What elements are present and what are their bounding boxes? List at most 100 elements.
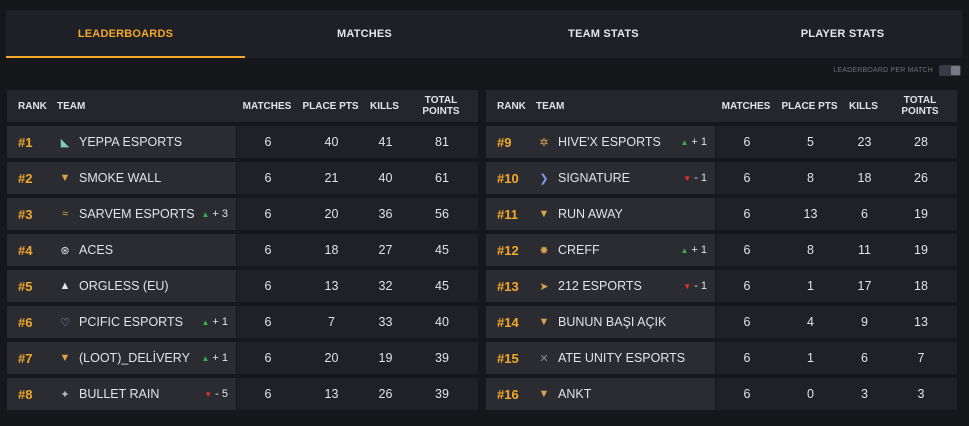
tab-bar: LEADERBOARDS MATCHES TEAM STATS PLAYER S… [6,10,962,58]
table-row[interactable]: #8 ✦ BULLET RAIN ▼ - 5 6 13 26 39 [7,378,478,410]
total-points-cell: 40 [435,315,449,329]
total-points-cell: 7 [917,351,925,365]
kills-cell: 19 [378,351,393,365]
rank-cell: #8 [18,386,33,402]
kills-cell: 27 [378,243,393,257]
rank-change: ▼ - 1 [683,280,707,292]
table-row[interactable]: #12 ✸ CREFF ▲ + 1 6 8 11 19 [486,234,957,266]
table-row[interactable]: #16 ▼ ANKT 6 0 3 3 [486,378,957,410]
rank-change: ▼ - 1 [683,172,707,184]
flame-logo-icon: ✸ [539,244,549,257]
table-row[interactable]: #9 ✲ HIVE'X ESPORTS ▲ + 1 6 5 23 28 [486,126,957,158]
team-name: HIVE'X ESPORTS [558,135,661,149]
leaderboard-per-match-toggle[interactable] [939,65,961,76]
stats-cells: 6 7 33 40 [236,306,478,338]
table-row[interactable]: #2 ▼ SMOKE WALL 6 21 40 61 [7,162,478,194]
matches-cell: 6 [743,315,751,329]
col-team: TEAM [536,100,565,112]
table-row[interactable]: #7 ▼ (LOOT)_DELİVERY ▲ + 1 6 20 19 39 [7,342,478,374]
total-points-cell: 81 [435,135,449,149]
rank-cell: #16 [497,386,519,402]
matches-cell: 6 [264,207,272,221]
team-cell: ▼ RUN AWAY [530,206,715,222]
table-row[interactable]: #14 ▼ BUNUN BAŞI AÇIK 6 4 9 13 [486,306,957,338]
team-name: CREFF [558,243,600,257]
team-name: ATE UNITY ESPORTS [558,351,686,365]
kills-cell: 23 [857,135,872,149]
rank-change-value: - 1 [694,172,707,184]
rank-change: ▲ + 1 [680,136,707,148]
arrow-down-icon: ▼ [204,390,213,399]
leaderboard-per-match-toggle-row: LEADERBOARD PER MATCH [833,65,961,76]
total-points-cell: 61 [435,171,449,185]
place-pts-cell: 8 [807,171,814,185]
arrow-up-icon: ▲ [680,246,689,255]
total-points-cell: 19 [914,243,928,257]
rank-cell: #3 [18,206,33,222]
table-row[interactable]: #10 ❯ SIGNATURE ▼ - 1 6 8 18 26 [486,162,957,194]
team-cell: ▼ BUNUN BAŞI AÇIK [530,314,715,330]
shield-logo-icon: ▼ [538,388,550,400]
stats-cells: 6 20 19 39 [236,342,478,374]
matches-cell: 6 [264,279,272,293]
matches-cell: 6 [264,351,272,365]
stats-cells: 6 13 6 19 [715,198,957,230]
x-logo-icon: ✕ [539,352,549,365]
team-cell: ⊛ ACES [51,242,236,258]
stats-cells: 6 4 9 13 [715,306,957,338]
team-name: PCIFIC ESPORTS [79,315,183,329]
tab-matches[interactable]: MATCHES [337,28,392,40]
total-points-cell: 28 [914,135,928,149]
team-cell: ❯ SIGNATURE ▼ - 1 [530,170,715,186]
table-row[interactable]: #13 ➤ 212 ESPORTS ▼ - 1 6 1 17 18 [486,270,957,302]
col-place-pts: PLACE PTS [781,100,838,112]
rank-change-value: + 1 [212,316,228,328]
col-total-points: TOTAL POINTS [422,95,460,117]
team-name: YEPPA ESPORTS [79,135,183,149]
place-pts-cell: 21 [324,171,339,185]
col-rank: RANK [497,100,526,112]
matches-cell: 6 [743,351,751,365]
arrow-down-icon: ▼ [683,282,692,291]
arrow-down-icon: ▼ [683,174,692,183]
team-name: SMOKE WALL [79,171,162,185]
rank-cell: #13 [497,278,519,294]
rank-change: ▲ + 1 [680,244,707,256]
stats-cells: 6 8 18 26 [715,162,957,194]
stats-cells: 6 1 17 18 [715,270,957,302]
table-row[interactable]: #4 ⊛ ACES 6 18 27 45 [7,234,478,266]
tab-player-stats[interactable]: PLAYER STATS [800,28,885,40]
col-kills: KILLS [370,100,399,112]
tab-team-stats[interactable]: TEAM STATS [568,28,639,40]
kills-cell: 11 [858,243,871,257]
place-pts-cell: 13 [803,207,818,221]
team-name: ACES [79,243,114,257]
table-header: RANK TEAM MATCHES PLACE PTS KILLS TOTAL … [7,90,478,122]
stats-cells: 6 13 26 39 [236,378,478,410]
table-row[interactable]: #1 ◣ YEPPA ESPORTS 6 40 41 81 [7,126,478,158]
chevron-logo-icon: ❯ [539,172,549,185]
dart-logo-icon: ➤ [539,280,549,293]
arrow-up-icon: ▲ [201,318,210,327]
table-row[interactable]: #5 ▲ ORGLESS (EU) 6 13 32 45 [7,270,478,302]
table-row[interactable]: #11 ▼ RUN AWAY 6 13 6 19 [486,198,957,230]
table-row[interactable]: #3 ≈ SARVEM ESPORTS ▲ + 3 6 20 36 56 [7,198,478,230]
stats-cells: 6 40 41 81 [236,126,478,158]
rank-cell: #11 [497,206,518,222]
matches-cell: 6 [264,135,272,149]
kills-cell: 17 [857,279,872,293]
kills-cell: 6 [861,207,868,221]
stats-cells: 6 5 23 28 [715,126,957,158]
kills-cell: 33 [378,315,393,329]
table-row[interactable]: #6 ♡ PCIFIC ESPORTS ▲ + 1 6 7 33 40 [7,306,478,338]
team-name: 212 ESPORTS [558,279,642,293]
kills-cell: 40 [378,171,393,185]
tab-leaderboards[interactable]: LEADERBOARDS [6,10,245,58]
place-pts-cell: 7 [328,315,335,329]
table-row[interactable]: #15 ✕ ATE UNITY ESPORTS 6 1 6 7 [486,342,957,374]
team-name: ANKT [558,387,592,401]
matches-cell: 6 [264,387,272,401]
matches-cell: 6 [743,279,751,293]
col-stats: MATCHES PLACE PTS KILLS TOTAL POINTS [715,90,957,122]
bee-logo-icon: ✲ [539,136,549,149]
